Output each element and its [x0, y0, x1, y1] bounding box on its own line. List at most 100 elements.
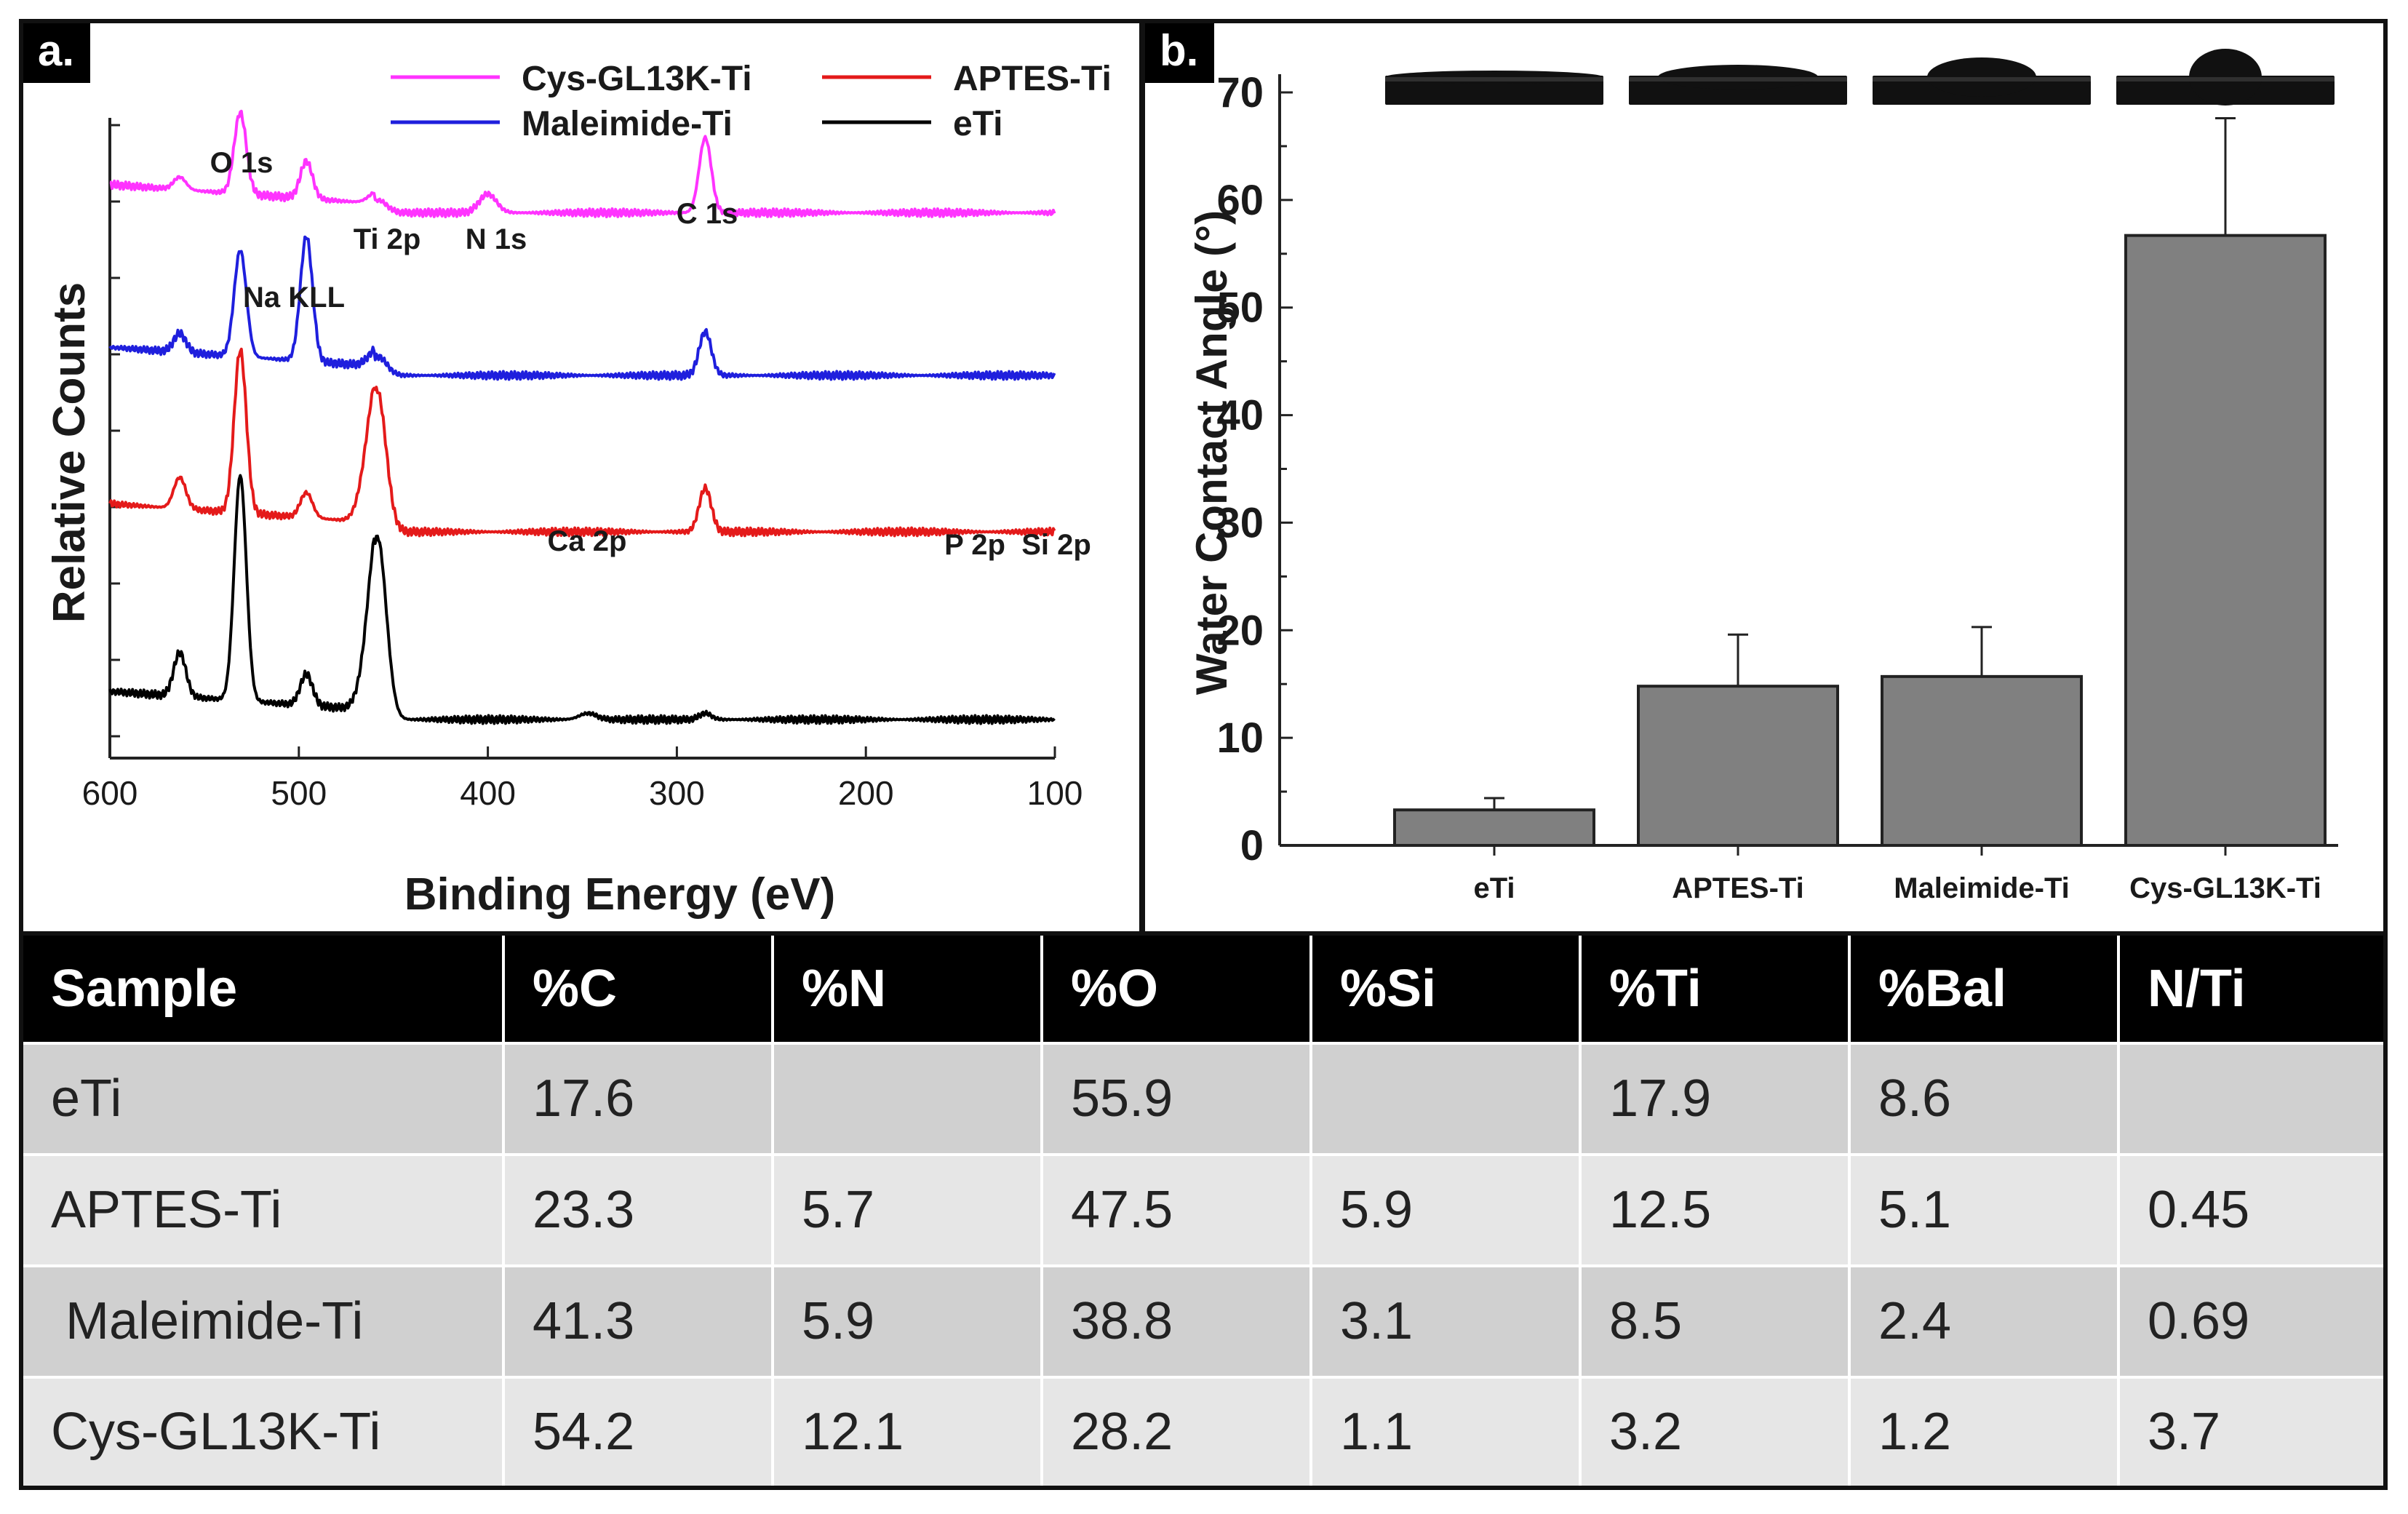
xps-line-maleimide-ti [108, 235, 1056, 381]
xps-axis: 600 500 400 300 200 100 [82, 118, 1083, 812]
contact-angle-bar [1637, 685, 1839, 848]
table-row: APTES-Ti 23.3 5.7 47.5 5.9 12.5 5.1 0.45 [23, 1152, 2383, 1266]
xps-legend-label: Maleimide-Ti [522, 105, 733, 143]
cell-n-ti-ratio: 0.69 [2118, 1264, 2383, 1377]
xps-panel: a. Cys-GL13K-Ti APTES-Ti Maleimide-Ti eTi 6… [19, 19, 1144, 936]
contact-angle-y-tick-label: 0 [1240, 822, 1264, 869]
cell-silicon: 5.9 [1311, 1152, 1582, 1266]
cell-balance: 8.6 [1849, 1042, 2120, 1155]
contact-angle-y-tick-label: 70 [1216, 69, 1264, 116]
contact-angle-y-tick-label: 30 [1216, 499, 1264, 546]
contact-angle-category-label: APTES-Ti [1672, 872, 1804, 904]
xps-peak-label: Na KLL [243, 282, 345, 314]
composition-table: Sample %C %N %O %Si %Ti %Bal N/Ti eTi 17… [23, 936, 2383, 1486]
cell-balance: 5.1 [1849, 1152, 2120, 1266]
contact-angle-y-tick-label: 50 [1216, 284, 1264, 332]
cell-nitrogen: 5.7 [773, 1152, 1043, 1266]
cell-titanium: 3.2 [1580, 1375, 1851, 1486]
xps-series [108, 109, 1056, 725]
cell-balance: 1.2 [1849, 1375, 2120, 1486]
cell-oxygen: 28.2 [1042, 1375, 1312, 1486]
cell-n-ti-ratio [2118, 1042, 2383, 1155]
cell-oxygen: 47.5 [1042, 1152, 1312, 1266]
xps-y-axis-label: Relative Counts [44, 282, 95, 623]
contact-angle-y-tick-label: 40 [1216, 392, 1264, 439]
contact-angle-panel: b. 0 10 20 30 40 50 60 70 eTi APTES-Ti Maleimide-… [1141, 19, 2388, 936]
table-row: eTi 17.6 55.9 17.9 8.6 [23, 1042, 2383, 1155]
xps-peak-label: C 1s [677, 198, 738, 230]
contact-angle-y-tick-label: 20 [1216, 607, 1264, 654]
cell-nitrogen: 5.9 [773, 1264, 1043, 1377]
header-oxygen: %O [1042, 936, 1312, 1043]
xps-peak-label: Ti 2p [354, 223, 421, 255]
xps-x-axis-label: Binding Energy (eV) [404, 869, 835, 920]
cell-sample: APTES-Ti [23, 1152, 505, 1266]
xps-line-cys-gl13k-ti [109, 109, 1056, 218]
cell-carbon: 54.2 [503, 1375, 774, 1486]
xps-legend-label: eTi [953, 105, 1002, 143]
droplet-reflection [1873, 77, 2091, 81]
cell-titanium: 17.9 [1580, 1042, 1851, 1155]
cell-sample: Maleimide-Ti [23, 1264, 505, 1377]
contact-angle-category-label: Cys-GL13K-Ti [2129, 872, 2321, 904]
droplet-reflection [1385, 77, 1603, 81]
header-balance: %Bal [1849, 936, 2120, 1043]
cell-silicon: 1.1 [1311, 1375, 1582, 1486]
header-sample: Sample [23, 936, 505, 1043]
contact-angle-category-label: eTi [1473, 872, 1515, 904]
cell-silicon [1311, 1042, 1582, 1155]
xps-legend-label: APTES-Ti [953, 60, 1112, 98]
xps-x-tick-label: 400 [460, 774, 516, 812]
xps-line-eti [108, 474, 1056, 725]
xps-legend: Cys-GL13K-Ti APTES-Ti Maleimide-Ti eTi [391, 60, 1112, 143]
xps-x-tick-label: 100 [1027, 774, 1083, 812]
contact-angle-bars: eTi APTES-Ti Maleimide-Ti Cys-GL13K-Ti [1393, 116, 2327, 904]
cell-balance: 2.4 [1849, 1264, 2120, 1377]
droplet-images [1385, 49, 2335, 105]
table-header-row: Sample %C %N %O %Si %Ti %Bal N/Ti [23, 936, 2383, 1043]
header-nitrogen: %N [773, 936, 1043, 1043]
cell-silicon: 3.1 [1311, 1264, 1582, 1377]
xps-peak-label: Si 2p [1021, 529, 1091, 561]
droplet-reflection [2116, 77, 2335, 81]
cell-sample: eTi [23, 1042, 505, 1155]
cell-n-ti-ratio: 0.45 [2118, 1152, 2383, 1266]
header-n-ti-ratio: N/Ti [2118, 936, 2383, 1043]
contact-angle-y-tick-label: 60 [1216, 177, 1264, 224]
xps-legend-label: Cys-GL13K-Ti [522, 60, 752, 98]
xps-annotations: O 1s Na KLL Ti 2p N 1s C 1s Ca 2p P 2p Si 2p [210, 147, 1091, 561]
cell-titanium: 12.5 [1580, 1152, 1851, 1266]
contact-angle-chart: 0 10 20 30 40 50 60 70 eTi APTES-Ti Maleimide-Ti C… [1187, 49, 2338, 904]
panel-a-label: a. [23, 23, 91, 83]
cell-oxygen: 38.8 [1042, 1264, 1312, 1377]
cell-sample: Cys-GL13K-Ti [23, 1375, 505, 1486]
cell-nitrogen [773, 1042, 1043, 1155]
cell-titanium: 8.5 [1580, 1264, 1851, 1377]
contact-angle-y-tick-label: 10 [1216, 714, 1264, 762]
table-row: Cys-GL13K-Ti 54.2 12.1 28.2 1.1 3.2 1.2 … [23, 1375, 2383, 1486]
cell-n-ti-ratio: 3.7 [2118, 1375, 2383, 1486]
xps-x-tick-label: 500 [271, 774, 327, 812]
xps-peak-label: P 2p [944, 529, 1005, 561]
header-titanium: %Ti [1580, 936, 1851, 1043]
cell-nitrogen: 12.1 [773, 1375, 1043, 1486]
xps-x-tick-label: 200 [838, 774, 894, 812]
header-carbon: %C [503, 936, 774, 1043]
droplet-reflection [1629, 77, 1847, 81]
panel-b-label: b. [1145, 23, 1215, 83]
xps-peak-label: N 1s [466, 223, 527, 255]
header-silicon: %Si [1311, 936, 1582, 1043]
cell-oxygen: 55.9 [1042, 1042, 1312, 1155]
xps-x-tick-label: 300 [649, 774, 705, 812]
cell-carbon: 41.3 [503, 1264, 774, 1377]
table-row: Maleimide-Ti 41.3 5.9 38.8 3.1 8.5 2.4 0… [23, 1264, 2383, 1377]
contact-angle-bar [1881, 674, 2083, 847]
xps-peak-label: Ca 2p [548, 525, 627, 557]
cell-carbon: 23.3 [503, 1152, 774, 1266]
xps-x-tick-label: 600 [82, 774, 138, 812]
contact-angle-axis: 0 10 20 30 40 50 60 70 [1216, 69, 2338, 869]
droplet-substrate [1385, 76, 1603, 105]
cell-carbon: 17.6 [503, 1042, 774, 1155]
composition-table-frame: Sample %C %N %O %Si %Ti %Bal N/Ti eTi 17… [19, 936, 2388, 1490]
